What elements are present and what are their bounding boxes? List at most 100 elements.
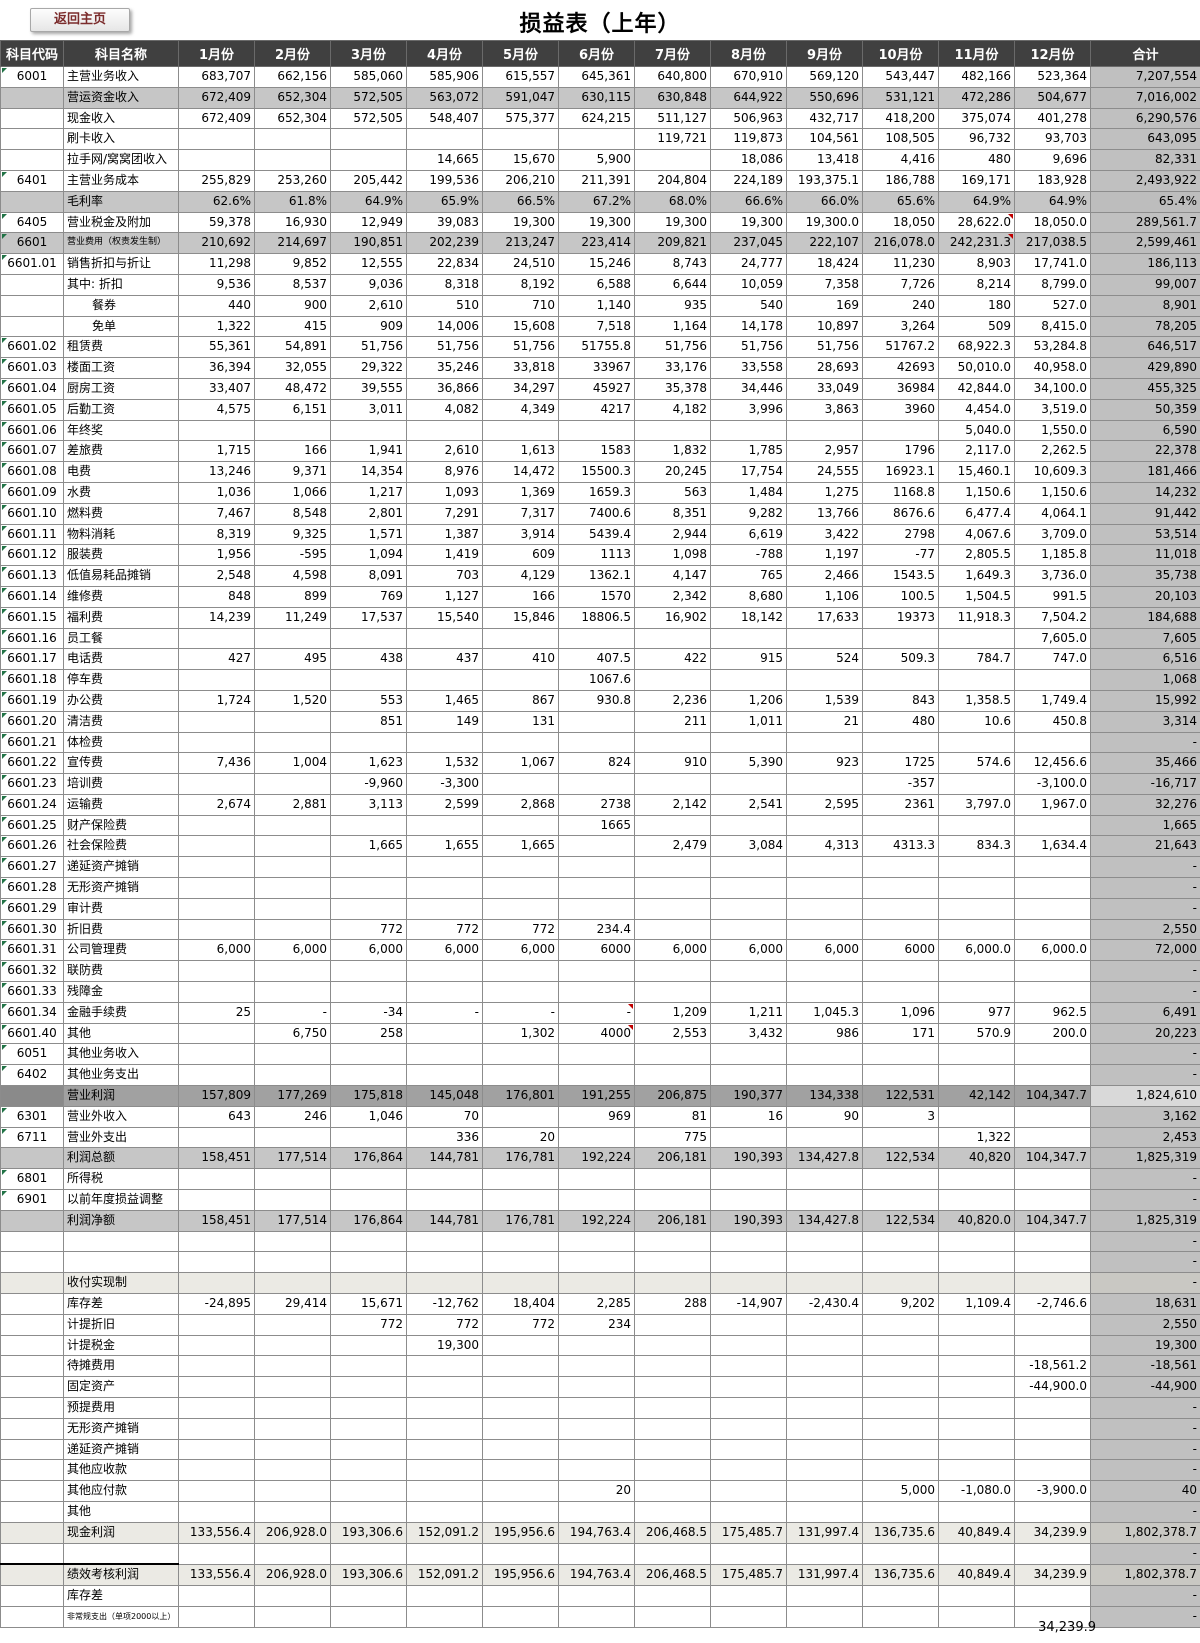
cell-name[interactable]: 低值易耗品摊销	[63, 565, 179, 587]
cell-value[interactable]	[178, 1480, 255, 1502]
cell-name[interactable]: 绩效考核利润	[63, 1563, 179, 1587]
cell-value[interactable]: 190,377	[710, 1085, 787, 1107]
cell-value[interactable]: 772	[406, 1313, 483, 1336]
cell-value[interactable]: 216,078.0	[862, 232, 939, 255]
cell-value[interactable]	[178, 814, 255, 837]
cell-name[interactable]: 其他业务收入	[63, 1043, 179, 1066]
cell-code[interactable]: 6601.17	[0, 648, 64, 671]
cell-code[interactable]: 6601.14	[0, 585, 64, 608]
cell-value[interactable]: 253,260	[254, 169, 331, 192]
cell-value[interactable]	[482, 1064, 559, 1087]
cell-code[interactable]	[0, 1334, 64, 1357]
cell-value[interactable]: 7,726	[862, 273, 939, 296]
cell-value[interactable]	[938, 1605, 1015, 1628]
cell-total[interactable]: 22,378	[1090, 440, 1200, 463]
cell-value[interactable]	[862, 960, 939, 983]
cell-value[interactable]	[330, 1480, 407, 1502]
cell-value[interactable]: 6,000.0	[938, 939, 1015, 962]
cell-name[interactable]: 待摊费用	[63, 1355, 179, 1378]
cell-value[interactable]: 1,185.8	[1014, 544, 1091, 567]
cell-name[interactable]: 联防费	[63, 960, 179, 983]
cell-value[interactable]: 222,107	[786, 232, 863, 255]
cell-value[interactable]: 1,649.3	[938, 565, 1015, 587]
cell-value[interactable]: 418,200	[862, 107, 939, 130]
cell-value[interactable]	[786, 1355, 863, 1378]
cell-value[interactable]	[406, 960, 483, 983]
cell-value[interactable]	[330, 1417, 407, 1440]
cell-value[interactable]: 1,094	[330, 544, 407, 567]
cell-value[interactable]	[786, 731, 863, 754]
cell-code[interactable]	[0, 1397, 64, 1419]
cell-value[interactable]	[558, 1168, 635, 1191]
cell-value[interactable]	[710, 731, 787, 754]
cell-code[interactable]	[0, 86, 64, 109]
cell-value[interactable]	[254, 627, 331, 650]
cell-value[interactable]: 480	[938, 149, 1015, 171]
cell-value[interactable]: 134,427.8	[786, 1147, 863, 1170]
cell-value[interactable]	[254, 1272, 331, 1295]
cell-total[interactable]: 11,018	[1090, 544, 1200, 567]
cell-value[interactable]	[1014, 1500, 1091, 1523]
cell-code[interactable]: 6601.09	[0, 481, 64, 504]
cell-value[interactable]	[406, 1438, 483, 1461]
cell-value[interactable]: 35,246	[406, 357, 483, 379]
cell-value[interactable]	[786, 1064, 863, 1087]
cell-value[interactable]	[254, 128, 331, 151]
cell-value[interactable]: 1,036	[178, 481, 255, 504]
cell-name[interactable]	[63, 1542, 179, 1565]
cell-value[interactable]: 15,671	[330, 1293, 407, 1315]
cell-value[interactable]: 14,665	[406, 149, 483, 171]
cell-name[interactable]: 租赁费	[63, 336, 179, 359]
cell-value[interactable]: 440	[178, 294, 255, 317]
cell-value[interactable]: 1,465	[406, 689, 483, 712]
cell-value[interactable]	[558, 128, 635, 151]
cell-value[interactable]: 1,358.5	[938, 689, 1015, 712]
cell-value[interactable]: 472,286	[938, 86, 1015, 109]
cell-value[interactable]	[634, 669, 711, 691]
cell-name[interactable]: 办公费	[63, 689, 179, 712]
cell-code[interactable]: 6601.08	[0, 461, 64, 483]
cell-value[interactable]	[710, 773, 787, 795]
cell-value[interactable]	[862, 1355, 939, 1378]
cell-value[interactable]: 17,537	[330, 606, 407, 629]
cell-value[interactable]: 40,849.4	[938, 1521, 1015, 1544]
cell-value[interactable]: 19,300	[406, 1334, 483, 1357]
cell-value[interactable]	[254, 835, 331, 858]
cell-total[interactable]: -	[1090, 1272, 1200, 1295]
cell-value[interactable]	[938, 1397, 1015, 1419]
cell-total[interactable]: 6,590	[1090, 419, 1200, 442]
cell-code[interactable]	[0, 1521, 64, 1544]
cell-name[interactable]: 计提税金	[63, 1334, 179, 1357]
cell-value[interactable]	[938, 1064, 1015, 1087]
cell-value[interactable]: 548,407	[406, 107, 483, 130]
cell-total[interactable]: 18,631	[1090, 1293, 1200, 1315]
cell-value[interactable]	[786, 1480, 863, 1502]
cell-value[interactable]: 1,067	[482, 752, 559, 775]
cell-value[interactable]: 1,724	[178, 689, 255, 712]
cell-value[interactable]: 4,067.6	[938, 523, 1015, 546]
cell-value[interactable]	[634, 918, 711, 941]
cell-value[interactable]: -3,100.0	[1014, 773, 1091, 795]
cell-value[interactable]: 2,142	[634, 793, 711, 816]
cell-value[interactable]: -788	[710, 544, 787, 567]
cell-value[interactable]: 15,670	[482, 149, 559, 171]
cell-value[interactable]	[558, 731, 635, 754]
cell-value[interactable]: 17,633	[786, 606, 863, 629]
cell-value[interactable]: 42693	[862, 357, 939, 379]
cell-value[interactable]: 427	[178, 648, 255, 671]
cell-value[interactable]	[710, 1251, 787, 1274]
cell-value[interactable]: 206,928.0	[254, 1563, 331, 1587]
cell-value[interactable]	[558, 1500, 635, 1523]
cell-value[interactable]: 34,297	[482, 377, 559, 400]
cell-value[interactable]	[558, 1230, 635, 1253]
cell-total[interactable]: -16,717	[1090, 773, 1200, 795]
cell-value[interactable]	[634, 960, 711, 983]
cell-value[interactable]: 15500.3	[558, 461, 635, 483]
cell-value[interactable]	[330, 877, 407, 899]
cell-value[interactable]	[178, 1500, 255, 1523]
cell-value[interactable]	[786, 1126, 863, 1149]
cell-value[interactable]: 51755.8	[558, 336, 635, 359]
cell-name[interactable]: 库存差	[63, 1585, 179, 1607]
cell-value[interactable]	[786, 1230, 863, 1253]
cell-value[interactable]: 175,485.7	[710, 1563, 787, 1587]
